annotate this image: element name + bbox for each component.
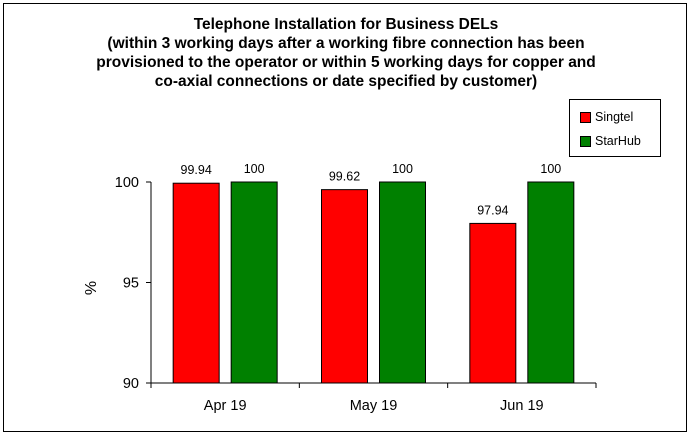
- bar-starhub-may-19: [379, 181, 426, 384]
- chart-title: Telephone Installation for Business DELs…: [4, 15, 688, 91]
- chart-frame: Telephone Installation for Business DELs…: [3, 3, 687, 432]
- legend-swatch-singtel: [580, 111, 591, 123]
- chart-legend: Singtel StarHub: [569, 99, 661, 157]
- legend-label-starhub: StarHub: [595, 134, 641, 148]
- data-label-singtel-may-19: 99.62: [329, 170, 360, 184]
- bar-starhub-apr-19: [230, 181, 278, 384]
- data-label-singtel-jun-19: 97.94: [477, 203, 508, 217]
- chart-plot: 99.94 100 Apr 19 99.62 100 May 19 97.94 100 Jun …: [83, 162, 597, 414]
- x-tick-label-jun-19: Jun 19: [500, 398, 544, 414]
- chart-title-line-3: provisioned to the operator or within 5 …: [96, 54, 596, 71]
- chart-title-line-4: co-axial connections or date specified b…: [154, 73, 538, 90]
- bar-starhub-jun-19: [527, 181, 575, 384]
- chart-title-line-2: (within 3 working days after a working f…: [107, 35, 585, 52]
- legend-item-singtel: Singtel: [580, 110, 633, 124]
- y-tick-label-90: 90: [123, 376, 139, 392]
- x-tick-label-may-19: May 19: [350, 398, 398, 414]
- y-tick-label-95: 95: [123, 276, 139, 292]
- bar-singtel-may-19: [321, 189, 368, 384]
- x-tick-label-apr-19: Apr 19: [204, 398, 247, 414]
- legend-label-singtel: Singtel: [595, 110, 634, 124]
- y-axis-label: %: [83, 281, 100, 295]
- data-label-starhub-jun-19: 100: [540, 162, 561, 176]
- legend-swatch-starhub: [580, 135, 591, 147]
- chart-title-line-1: Telephone Installation for Business DELs: [193, 16, 499, 33]
- data-label-singtel-apr-19: 99.94: [181, 163, 212, 177]
- data-label-starhub-apr-19: 100: [244, 162, 265, 176]
- bar-singtel-jun-19: [469, 222, 517, 384]
- data-label-starhub-may-19: 100: [392, 162, 413, 176]
- y-tick-label-100: 100: [115, 175, 139, 191]
- legend-item-starhub: StarHub: [580, 134, 641, 148]
- bar-singtel-apr-19: [172, 182, 220, 384]
